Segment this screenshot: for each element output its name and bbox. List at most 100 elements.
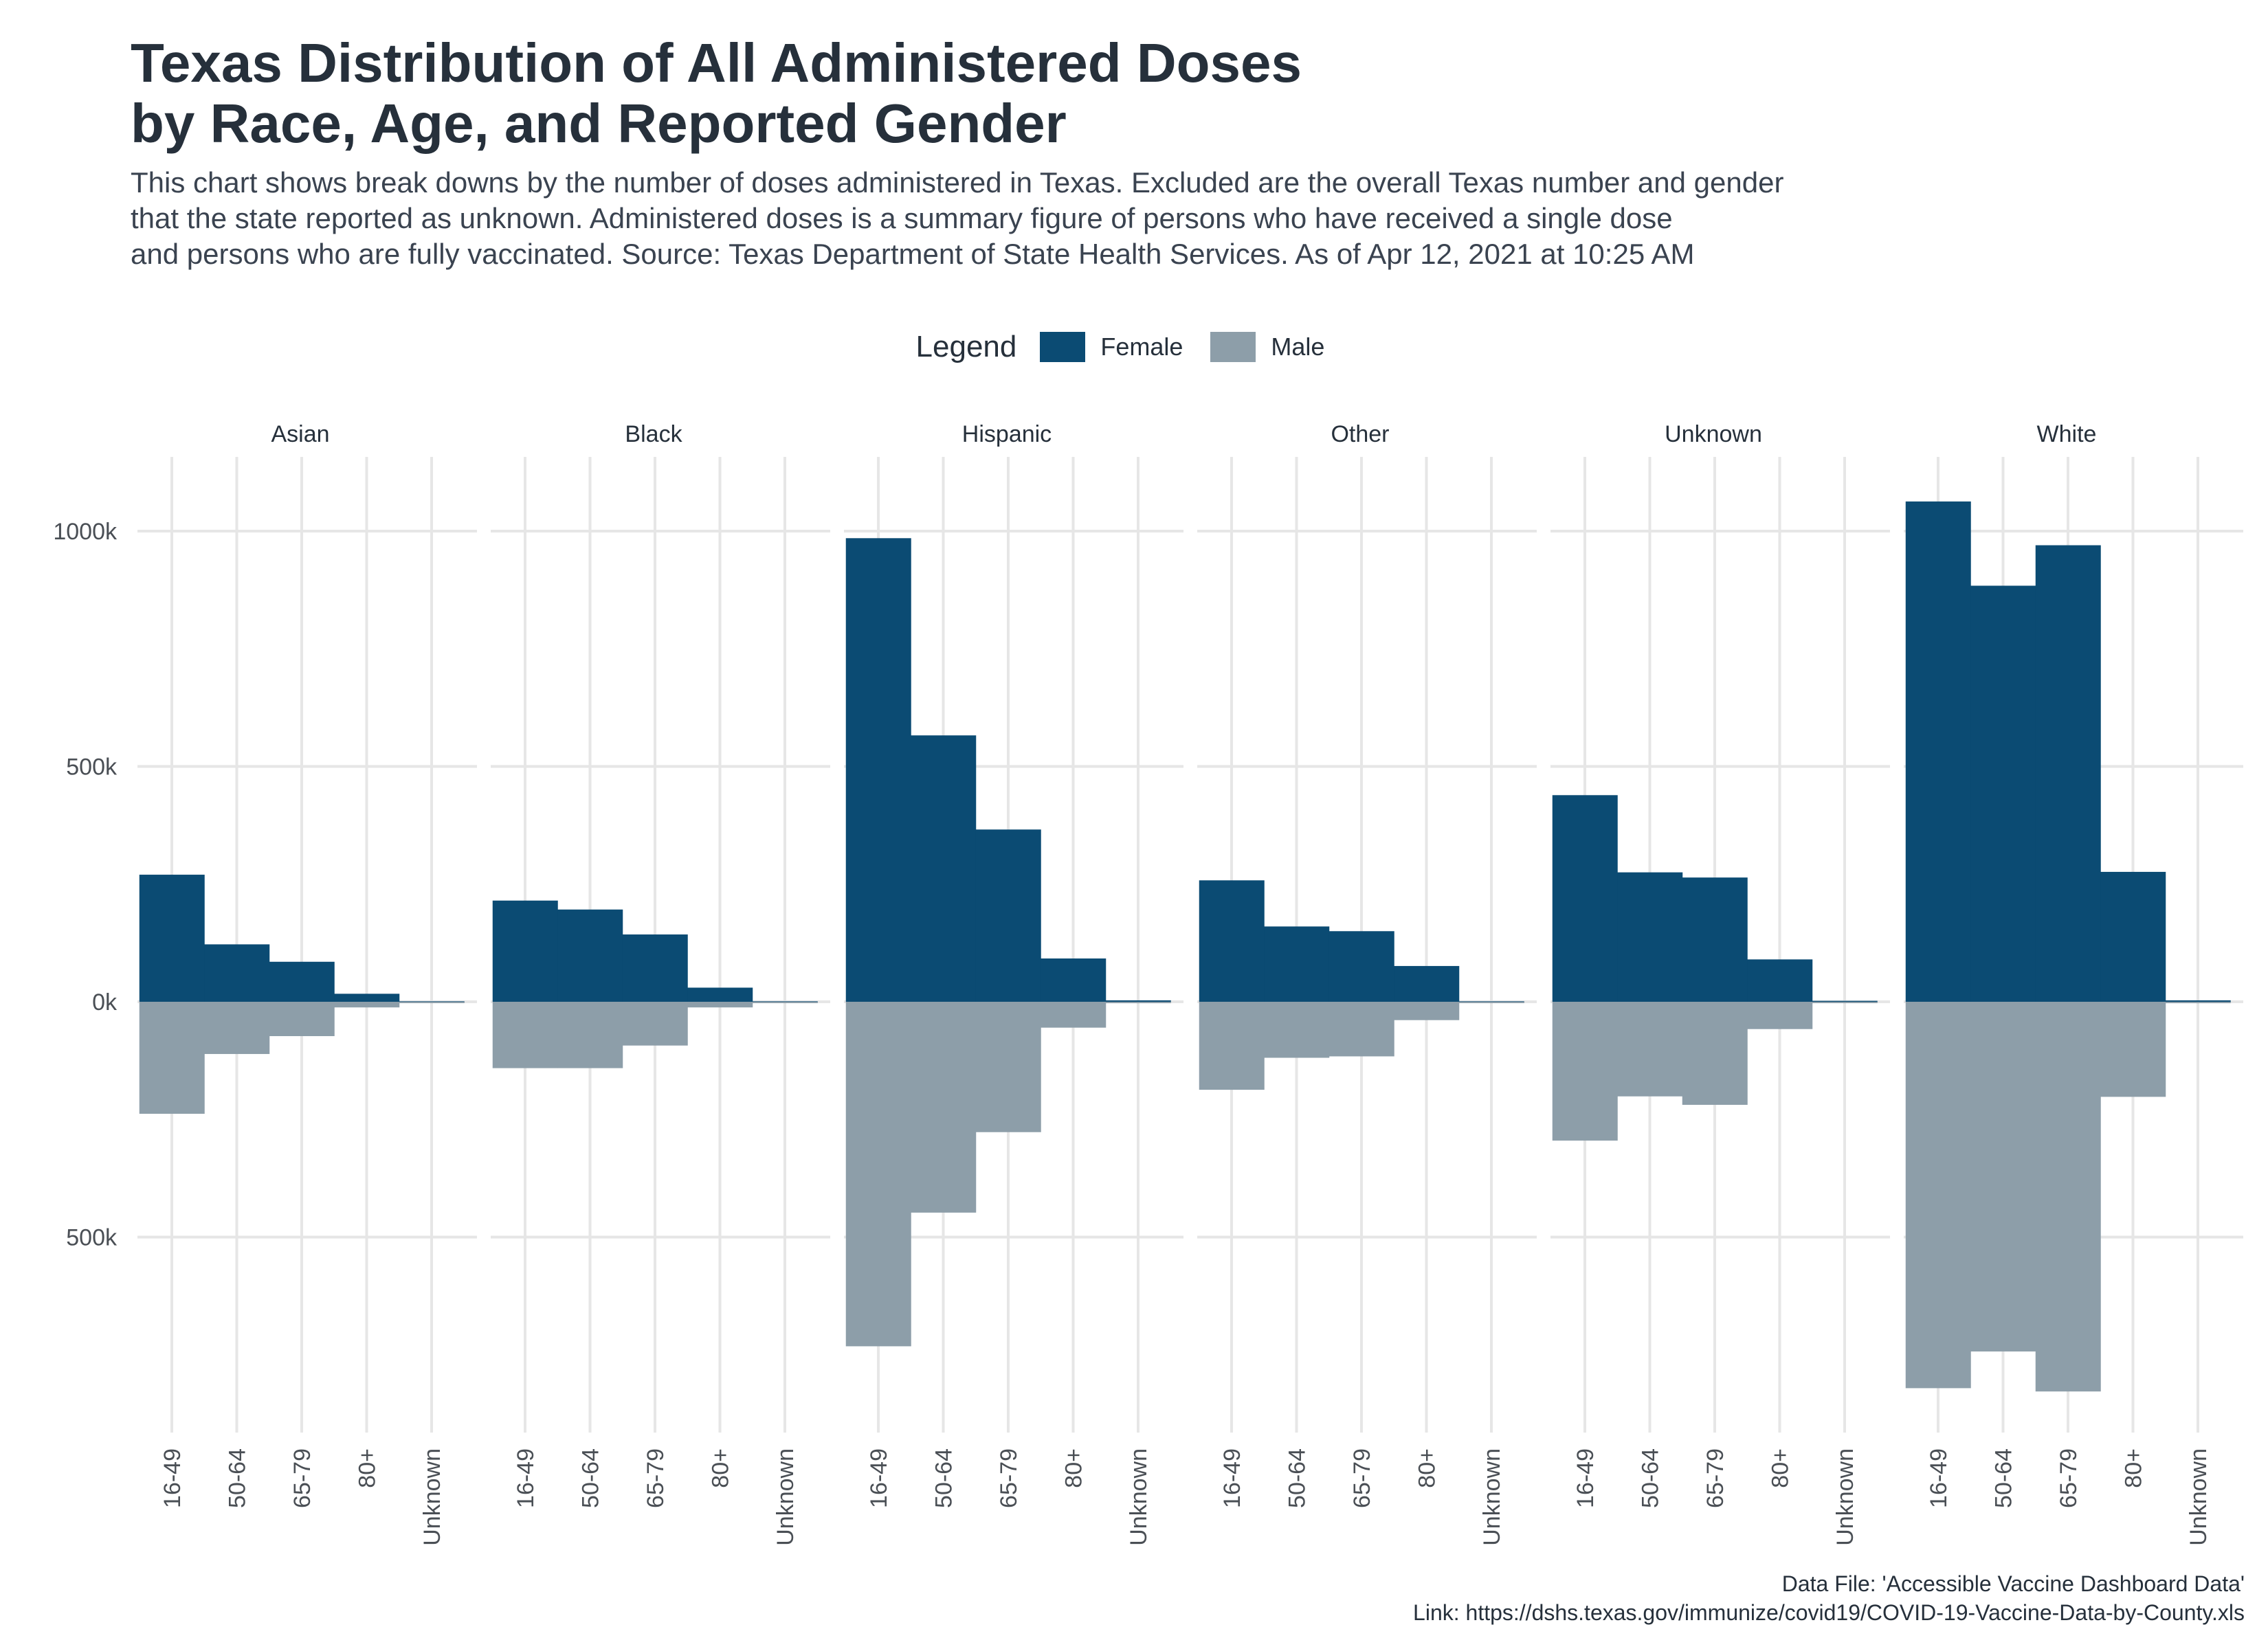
y-tick-label: 500k [66,1225,118,1251]
legend: Legend Female Male [0,323,2268,371]
bar-female-asian-2 [269,961,335,1002]
bar-male-white-0 [1905,1002,1971,1389]
bar-female-unknown-3 [1747,959,1813,1002]
y-tick-label: 0k [92,989,118,1016]
bar-male-white-3 [2100,1002,2166,1097]
x-tick-label: 50-64 [1991,1448,2017,1508]
bar-male-black-4 [752,1002,818,1003]
bar-male-unknown-4 [1812,1002,1878,1003]
facet-label-white: White [2037,421,2097,447]
caption: Data File: 'Accessible Vaccine Dashboard… [1413,1569,2245,1627]
bar-female-other-2 [1328,931,1394,1002]
x-tick-label: 50-64 [931,1448,957,1508]
bar-female-unknown-1 [1617,872,1683,1002]
x-tick-label: Unknown [419,1448,445,1546]
bar-male-unknown-1 [1617,1002,1683,1097]
bar-male-other-1 [1264,1002,1330,1058]
bar-male-white-4 [2165,1002,2231,1004]
bar-female-white-2 [2035,545,2101,1002]
x-tick-label: 16-49 [1219,1448,1245,1508]
legend-label-male: Male [1271,333,1325,361]
x-tick-label: Unknown [1126,1448,1152,1546]
x-tick-label: 65-79 [2056,1448,2082,1508]
bar-male-white-1 [1970,1002,2036,1351]
x-tick-label: Unknown [1479,1448,1505,1546]
bar-female-white-0 [1905,501,1971,1002]
bar-female-unknown-2 [1682,877,1748,1002]
bar-female-unknown-0 [1552,795,1618,1002]
bar-male-black-0 [492,1002,558,1068]
x-tick-label: Unknown [772,1448,799,1546]
facet-label-other: Other [1331,421,1389,447]
bar-female-asian-0 [139,875,205,1002]
facet-label-unknown: Unknown [1665,421,1762,447]
x-tick-label: 65-79 [1702,1448,1728,1508]
x-tick-label: 16-49 [159,1448,186,1508]
bar-male-hispanic-4 [1105,1002,1171,1004]
bar-male-hispanic-1 [911,1002,977,1213]
bar-male-other-2 [1328,1002,1394,1057]
bar-male-white-2 [2035,1002,2101,1392]
chart-title: Texas Distribution of All Administered D… [131,32,1302,154]
bar-female-black-0 [492,900,558,1002]
bar-male-asian-2 [269,1002,335,1037]
x-tick-label: 16-49 [1572,1448,1599,1508]
x-tick-label: 80+ [1768,1448,1794,1488]
bar-male-black-2 [622,1002,688,1046]
x-tick-label: 65-79 [1349,1448,1375,1508]
x-tick-label: 16-49 [513,1448,539,1508]
bar-male-hispanic-2 [975,1002,1041,1132]
bar-female-asian-1 [204,944,270,1002]
x-tick-label: 16-49 [866,1448,892,1508]
bar-male-hispanic-3 [1041,1002,1107,1028]
x-tick-label: 80+ [1414,1448,1441,1488]
x-tick-label: Unknown [2186,1448,2212,1546]
caption-data-file: Data File: 'Accessible Vaccine Dashboard… [1781,1571,2245,1596]
facet-label-asian: Asian [271,421,329,447]
x-tick-label: 65-79 [289,1448,315,1508]
x-tick-label: 65-79 [996,1448,1022,1508]
facet-label-hispanic: Hispanic [962,421,1052,447]
bar-female-black-2 [622,934,688,1002]
bar-female-hispanic-1 [911,735,977,1002]
bar-female-unknown-4 [1812,1000,1878,1002]
x-tick-label: 50-64 [578,1448,604,1508]
x-tick-label: 80+ [708,1448,734,1488]
bar-female-hispanic-2 [975,829,1041,1002]
bar-female-other-1 [1264,926,1330,1002]
bar-male-unknown-2 [1682,1002,1748,1106]
bar-male-black-3 [687,1002,753,1008]
x-tick-label: 65-79 [643,1448,669,1508]
legend-item-female: Female [1040,332,1183,362]
legend-label-female: Female [1100,333,1183,361]
x-tick-label: 50-64 [1638,1448,1664,1508]
x-tick-label: 50-64 [1285,1448,1311,1508]
legend-swatch-female [1040,332,1086,362]
caption-link: Link: https://dshs.texas.gov/immunize/co… [1413,1600,2245,1625]
bar-male-other-4 [1458,1002,1524,1003]
bar-male-asian-3 [334,1002,400,1008]
x-tick-label: 50-64 [225,1448,251,1508]
bar-male-unknown-0 [1552,1002,1618,1141]
bar-female-white-1 [1970,585,2036,1002]
bar-male-other-3 [1394,1002,1460,1020]
bar-female-hispanic-4 [1105,1000,1171,1002]
bar-female-hispanic-3 [1041,958,1107,1002]
bar-female-white-3 [2100,871,2166,1002]
bar-female-asian-3 [334,994,400,1002]
chart-subtitle: This chart shows break downs by the numb… [131,166,1784,270]
x-tick-label: 80+ [1061,1448,1087,1488]
legend-swatch-male [1210,332,1256,362]
bar-male-hispanic-0 [845,1002,911,1347]
x-tick-label: 80+ [2121,1448,2147,1488]
facet-label-black: Black [625,421,682,447]
bar-male-unknown-3 [1747,1002,1813,1029]
y-tick-label: 500k [66,754,118,781]
x-tick-label: 16-49 [1926,1448,1952,1508]
x-tick-label: 80+ [355,1448,381,1488]
bar-female-hispanic-0 [845,538,911,1002]
bar-male-black-1 [557,1002,623,1068]
x-tick-label: Unknown [1832,1448,1858,1546]
bar-female-black-1 [557,909,623,1002]
